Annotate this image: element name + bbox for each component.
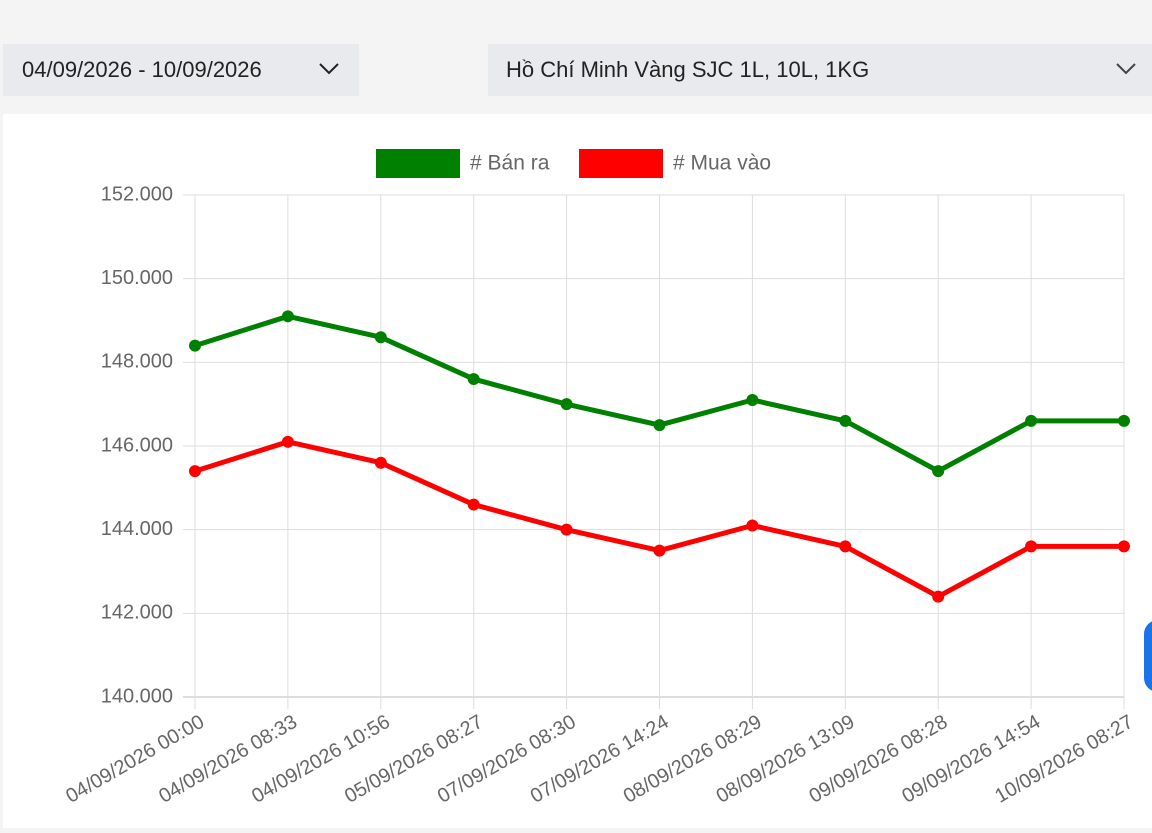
point xyxy=(560,523,573,536)
legend-label: # Bán ra xyxy=(470,152,550,175)
point xyxy=(746,519,759,532)
point xyxy=(281,435,294,448)
point xyxy=(374,456,387,469)
y-tick-label: 152.000 xyxy=(101,183,173,205)
y-tick-label: 144.000 xyxy=(101,518,173,540)
point xyxy=(1118,540,1130,553)
y-tick-label: 148.000 xyxy=(101,351,173,373)
point xyxy=(467,373,480,386)
point xyxy=(374,331,387,344)
point xyxy=(1025,414,1038,427)
point xyxy=(932,590,945,603)
chevron xyxy=(1116,63,1136,75)
point xyxy=(189,465,201,478)
point xyxy=(746,393,759,406)
point xyxy=(839,540,852,553)
point xyxy=(653,419,666,432)
point xyxy=(560,398,573,411)
point xyxy=(839,414,852,427)
y-tick-label: 146.000 xyxy=(101,434,173,456)
legend-label: # Mua vào xyxy=(673,152,771,175)
legend-swatch xyxy=(579,149,663,178)
point xyxy=(932,465,945,478)
date-dropdown[interactable] xyxy=(3,44,359,96)
floating-button[interactable] xyxy=(1144,620,1152,692)
product-dropdown[interactable] xyxy=(488,44,1152,96)
chevron xyxy=(319,63,339,75)
chart-panel xyxy=(3,114,1152,828)
y-tick-label: 142.000 xyxy=(101,602,173,624)
y-tick-label: 150.000 xyxy=(101,267,173,289)
point xyxy=(1118,414,1130,427)
point xyxy=(189,339,201,352)
legend-swatch xyxy=(376,149,460,178)
point xyxy=(1025,540,1038,553)
point xyxy=(653,544,666,557)
point xyxy=(467,498,480,511)
product: Hồ Chí Minh Vàng SJC 1L, 10L, 1KG xyxy=(506,57,869,82)
date-range: 04/09/2026 - 10/09/2026 xyxy=(22,57,262,82)
point xyxy=(281,310,294,323)
y-tick-label: 140.000 xyxy=(101,685,173,707)
